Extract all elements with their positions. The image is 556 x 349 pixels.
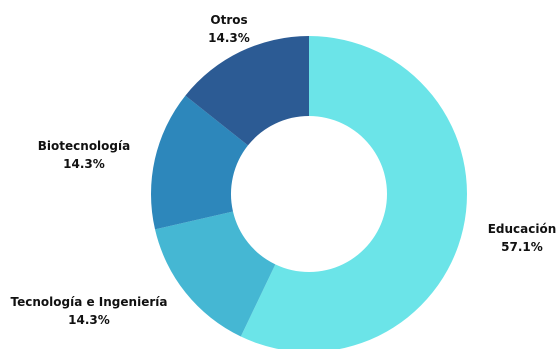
slice-label-otros-name: Otros	[210, 13, 247, 27]
slice-label-educacion-value: 57.1%	[501, 240, 543, 254]
slice-otros	[185, 36, 309, 146]
donut-slices	[150, 36, 467, 349]
slice-label-biotecnologia-name: Biotecnología	[38, 139, 130, 153]
slice-label-educacion-name: Educación	[488, 222, 556, 236]
slice-label-biotecnologia-value: 14.3%	[63, 157, 105, 171]
slice-label-tecnologia-value: 14.3%	[68, 313, 110, 327]
slice-biotecnologia	[150, 95, 248, 230]
slice-label-otros-value: 14.3%	[208, 31, 250, 45]
slice-label-tecnologia-name: Tecnología e Ingeniería	[11, 295, 168, 309]
slice-educacion	[240, 36, 467, 349]
slice-labels: Otros 14.3% Biotecnología 14.3% Tecnolog…	[11, 13, 556, 327]
slice-tecnologia-e-ingenieria	[155, 211, 276, 337]
